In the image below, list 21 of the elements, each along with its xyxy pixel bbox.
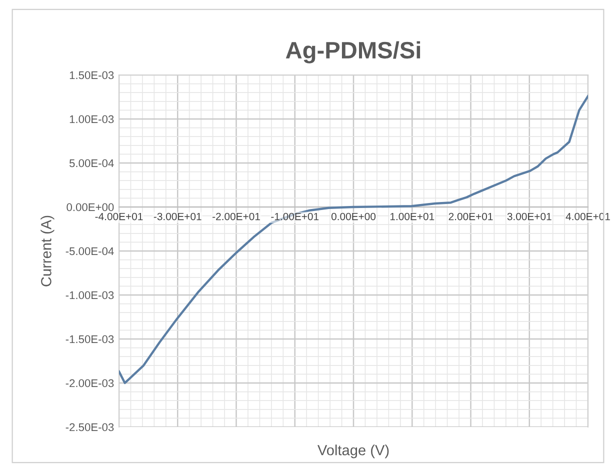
y-tick-label: 0.00E+00 — [66, 203, 114, 212]
x-tick-label: 3.00E+01 — [507, 212, 552, 220]
y-tick-label: -2.00E-03 — [66, 379, 114, 388]
y-tick-label: 1.50E-03 — [70, 71, 114, 80]
x-tick-label: 2.00E+01 — [448, 212, 493, 220]
y-axis-title: Current (A) — [40, 216, 54, 286]
x-tick-label: -2.00E+01 — [212, 212, 260, 220]
x-tick-label: -1.00E+01 — [271, 212, 319, 220]
y-tick-label: -1.50E-03 — [66, 335, 114, 344]
x-axis-title: Voltage (V) — [317, 444, 389, 458]
y-tick-label: -1.00E-03 — [66, 291, 114, 300]
x-tick-label: 0.00E+00 — [331, 212, 376, 220]
chart-title: Ag-PDMS/Si — [286, 41, 420, 64]
y-tick-label: -2.50E-03 — [66, 423, 114, 432]
y-tick-label: 5.00E-04 — [69, 159, 114, 168]
x-tick-label: -3.00E+01 — [154, 212, 202, 220]
x-tick-label: -4.00E+01 — [95, 212, 143, 220]
y-tick-label: 1.00E-03 — [70, 115, 114, 124]
y-tick-label: -5.00E-04 — [66, 247, 114, 256]
x-tick-label: 4.00E+01 — [566, 212, 610, 220]
x-tick-label: 1.00E+01 — [390, 212, 434, 220]
